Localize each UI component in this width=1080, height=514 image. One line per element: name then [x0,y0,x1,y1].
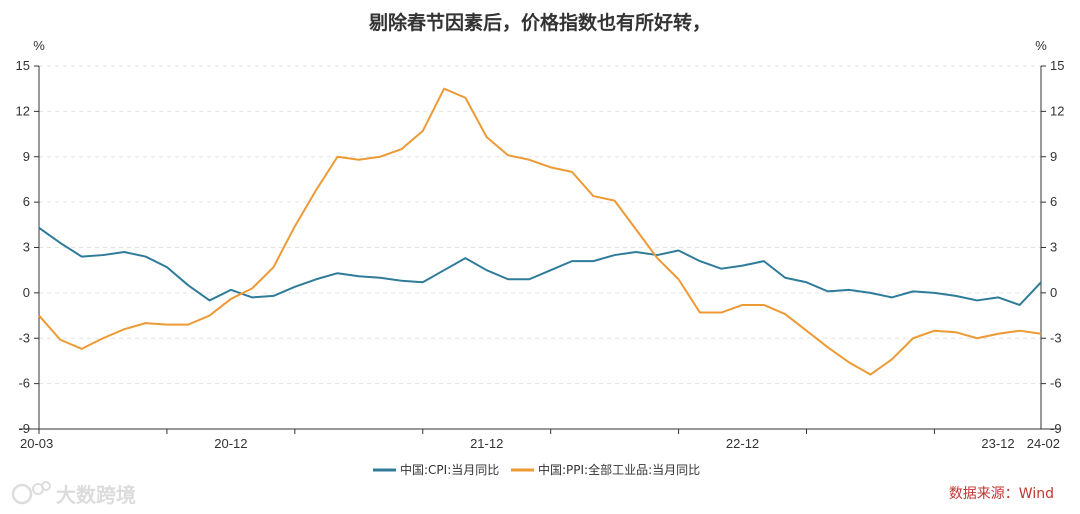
left-axis-unit: % [33,38,45,53]
x-tick-label: 21-12 [470,436,503,451]
right-tick-label: 0 [1050,285,1057,300]
left-tick-label: 6 [23,194,30,209]
x-tick-label: 23-12 [981,436,1014,451]
left-tick-label: 3 [23,240,30,255]
right-tick-label: 3 [1050,240,1057,255]
legend-label-cpi: 中国:CPI:当月同比 [400,462,499,477]
series-line-cpi [38,227,1042,306]
left-tick-label: -3 [18,330,30,345]
right-tick-label: 12 [1050,103,1064,118]
right-tick-label: 15 [1050,58,1064,73]
left-tick-label: 9 [23,149,30,164]
legend-item-ppi[interactable]: 中国:PPI:全部工业品:当月同比 [511,462,700,477]
left-tick-label: 12 [16,103,30,118]
x-tick-label: 20-12 [214,436,247,451]
watermark-text: 大数跨境 [56,483,136,507]
series-lines [38,87,1042,376]
grid [39,65,1041,385]
right-tick-label: 6 [1050,194,1057,209]
right-tick-label: -3 [1050,330,1062,345]
x-tick-label: 20-03 [20,436,53,451]
series-line-ppi [38,87,1042,376]
chart-title: 剔除春节因素后，价格指数也有所好转， [368,11,711,34]
left-tick-label: 0 [23,285,30,300]
watermark-icon [11,483,33,505]
legend-item-cpi[interactable]: 中国:CPI:当月同比 [373,462,499,477]
x-tick-label: 22-12 [726,436,759,451]
left-tick-label: 15 [16,58,30,73]
left-tick-label: -6 [18,376,30,391]
right-tick-label: -6 [1050,376,1062,391]
right-tick-label: 9 [1050,149,1057,164]
source-note: 数据来源：Wind [949,486,1054,502]
x-tick-label: 24-02 [1027,436,1060,451]
right-axis-unit: % [1035,38,1047,53]
legend[interactable]: 中国:CPI:当月同比 中国:PPI:全部工业品:当月同比 [373,462,700,477]
watermark-logo: 大数跨境 [11,481,136,507]
legend-label-ppi: 中国:PPI:全部工业品:当月同比 [538,462,700,477]
